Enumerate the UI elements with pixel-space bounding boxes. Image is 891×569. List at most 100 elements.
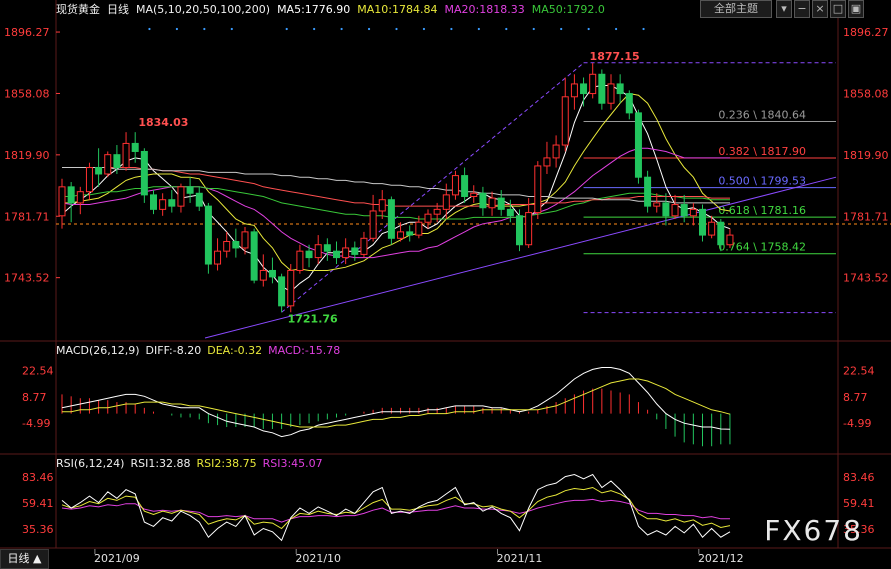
macd-dea: DEA:-0.32 (207, 344, 263, 357)
marker-dot (340, 27, 343, 31)
price-tick-label-right: 1858.08 (843, 87, 889, 100)
candle-body (241, 231, 249, 249)
ma-settings-label[interactable]: MA(5,10,20,50,100,200) (136, 3, 271, 16)
marker-dot (230, 27, 233, 31)
candle-body (516, 215, 523, 246)
candle-body (680, 204, 688, 217)
marker-dot (148, 27, 151, 31)
fib-level-label: 0.382 \ 1817.90 (718, 145, 806, 158)
ma50-line (62, 186, 730, 220)
fx678-watermark: FX678 (764, 514, 863, 547)
ma10-value: MA10:1784.84 (357, 3, 438, 16)
candle-body (67, 186, 75, 204)
candle-body (140, 150, 148, 196)
chevron-down-icon[interactable]: ▾ (776, 0, 792, 18)
period-tab[interactable]: 日线 ▲ (0, 549, 49, 569)
candle-body (424, 213, 432, 223)
moving-average-lines (61, 85, 731, 293)
price-tick-label-left: 1819.90 (4, 149, 50, 162)
candle-body (534, 165, 542, 214)
candle-body (131, 142, 139, 152)
candle-body (278, 276, 286, 307)
candle-body (387, 199, 395, 239)
trend-lines (204, 62, 837, 339)
ma200-line (62, 167, 730, 204)
candle-body (470, 192, 478, 197)
rsi3-value: RSI3:45.07 (262, 457, 323, 470)
candle-body (186, 186, 194, 194)
candle-body (232, 241, 240, 249)
candle-body (296, 250, 304, 271)
candle-body (497, 197, 505, 210)
candle-body (378, 199, 386, 212)
macd-legend: MACD(26,12,9) DIFF:-8.20 DEA:-0.32 MACD:-15… (56, 344, 346, 357)
high-price-label: 1877.15 (590, 50, 640, 63)
candle-body (488, 197, 496, 209)
fib-level-label: 0.500 \ 1799.53 (718, 175, 806, 188)
marker-dot (313, 27, 316, 31)
marker-dot (560, 27, 563, 31)
axis-labels: 1896.27 1896.27 1858.08 1858.08 1819.90 1819.… (4, 26, 889, 565)
candle-body (552, 144, 560, 159)
candle-body (204, 205, 212, 265)
date-tick-label: 2021/11 (497, 552, 543, 565)
candle-body (159, 199, 167, 210)
period-selector[interactable]: 日线 (107, 3, 129, 16)
fib-level-label: 0.618 \ 1781.16 (718, 204, 806, 217)
all-topics-button[interactable]: 全部主题 (700, 0, 772, 18)
fib-level-label: 0.764 \ 1758.42 (718, 241, 806, 254)
candle-body (662, 202, 670, 217)
rsi-label[interactable]: RSI(6,12,24) (56, 457, 125, 470)
candle-body (634, 112, 642, 178)
macd-tick-label-left: 8.77 (22, 391, 47, 404)
rsi2-line (61, 486, 731, 530)
low-price-label: 1721.76 (288, 313, 338, 326)
candle-body (506, 208, 514, 217)
candle-body (461, 175, 469, 197)
candle-body (259, 269, 267, 281)
candle-body (287, 269, 295, 307)
main-legend: 现货黄金 日线 MA(5,10,20,50,100,200) MA5:1776.90 M… (56, 1, 612, 17)
ma10-line (62, 93, 731, 272)
macd-tick-label-left: -4.99 (22, 417, 50, 430)
candle-body (525, 212, 533, 246)
date-tick-label: 2021/10 (295, 552, 341, 565)
candle-body (85, 167, 93, 193)
macd-tick-label-right: 8.77 (843, 391, 868, 404)
candle-body (177, 186, 185, 207)
candle-body (305, 250, 313, 259)
candle-body (699, 208, 706, 236)
ma50-value: MA50:1792.0 (531, 3, 605, 16)
macd-dea-line (62, 378, 731, 428)
rsi-tick-label-right: 83.46 (843, 471, 875, 484)
marker-dot (395, 27, 398, 31)
candle-body (607, 83, 615, 104)
price-tick-label-right: 1896.27 (843, 26, 889, 39)
price-tick-label-right: 1781.71 (843, 210, 889, 223)
maximize-icon[interactable]: □ (830, 0, 846, 18)
rsi1-line (61, 473, 731, 542)
macd-label[interactable]: MACD(26,12,9) (56, 344, 140, 357)
support-trendline (204, 176, 837, 339)
candle-body (442, 194, 450, 210)
candle-body (314, 244, 322, 259)
candle-body (580, 83, 588, 95)
marker-dot (505, 27, 508, 31)
candle-body (195, 192, 203, 207)
chart-menu-icon[interactable]: ▣ (848, 0, 864, 18)
rsi-tick-label-right: 35.36 (843, 523, 875, 536)
marker-dot (203, 27, 206, 31)
marker-dot (642, 27, 645, 31)
candle-body (726, 234, 734, 246)
price-tick-label-right: 1743.52 (843, 272, 889, 285)
marker-dot (367, 27, 371, 31)
candle-body (717, 221, 725, 246)
candle-body (95, 167, 103, 175)
close-icon[interactable]: × (812, 0, 828, 18)
marker-dot (615, 27, 618, 31)
macd-panel (61, 367, 731, 447)
candle-body (360, 237, 368, 255)
minimize-icon[interactable]: − (794, 0, 810, 18)
price-tick-label-left: 1743.52 (4, 272, 50, 285)
candle-body (223, 241, 231, 252)
